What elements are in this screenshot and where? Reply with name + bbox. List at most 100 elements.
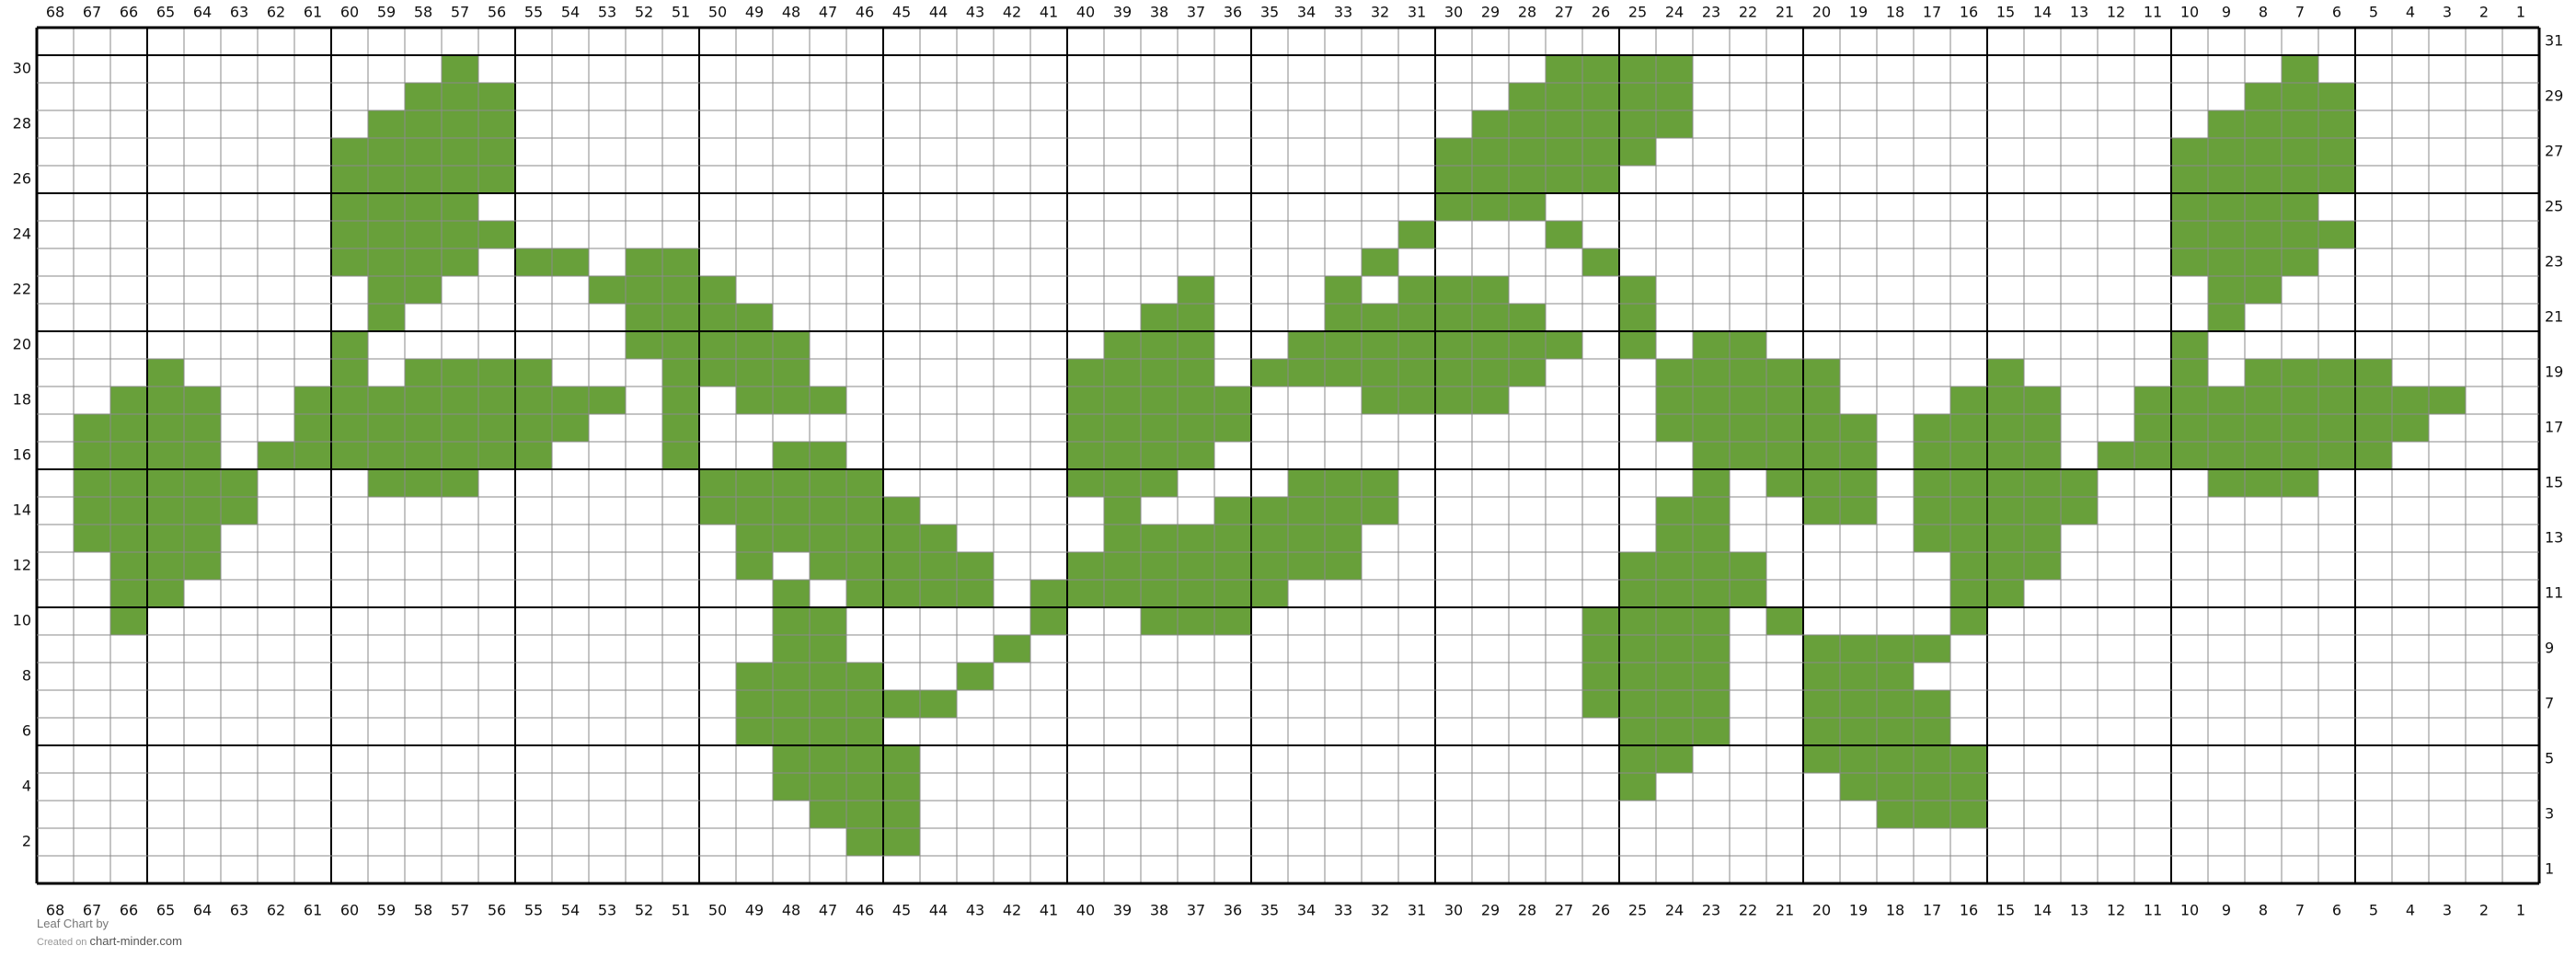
filled-cell — [845, 579, 884, 608]
filled-cell — [220, 468, 259, 498]
column-label-bottom: 2 — [2479, 902, 2489, 919]
row-label-left: 22 — [13, 281, 31, 298]
filled-cell — [146, 551, 185, 581]
column-label-top: 55 — [524, 4, 543, 21]
filled-cell — [2170, 330, 2209, 360]
filled-cell — [1618, 54, 1657, 84]
filled-cell — [1140, 468, 1179, 498]
column-label-bottom: 32 — [1371, 902, 1389, 919]
filled-cell — [1213, 386, 1252, 415]
filled-cell — [109, 606, 148, 636]
filled-cell — [1508, 192, 1547, 222]
filled-cell — [1949, 496, 1988, 525]
column-label-bottom: 51 — [672, 902, 690, 919]
column-label-bottom: 39 — [1113, 902, 1132, 919]
filled-cell — [146, 524, 185, 553]
filled-cell — [1986, 358, 2025, 387]
filled-cell — [1545, 54, 1583, 84]
filled-cell — [1177, 606, 1215, 636]
filled-cell — [1471, 192, 1510, 222]
filled-cell — [1545, 165, 1583, 194]
filled-cell — [1545, 82, 1583, 111]
filled-cell — [330, 192, 369, 222]
filled-cell — [1802, 744, 1841, 774]
filled-cell — [1177, 386, 1215, 415]
column-label-top: 16 — [1960, 4, 1978, 21]
filled-cell — [477, 137, 516, 167]
filled-cell — [1655, 689, 1694, 719]
filled-cell — [2317, 441, 2356, 470]
filled-cell — [146, 468, 185, 498]
row-label-right: 31 — [2545, 32, 2563, 50]
filled-cell — [2023, 413, 2062, 443]
column-label-top: 44 — [929, 4, 948, 21]
filled-cell — [1324, 330, 1363, 360]
filled-cell — [1655, 110, 1694, 139]
filled-cell — [882, 579, 921, 608]
column-label-bottom: 43 — [966, 902, 984, 919]
filled-cell — [2317, 82, 2356, 111]
filled-cell — [1250, 551, 1289, 581]
filled-cell — [2207, 386, 2246, 415]
filled-cell — [1177, 524, 1215, 553]
filled-cell — [1581, 165, 1620, 194]
filled-cell — [2207, 110, 2246, 139]
column-label-bottom: 9 — [2222, 902, 2231, 919]
filled-cell — [735, 303, 774, 332]
filled-cell — [1692, 524, 1731, 553]
filled-cell — [2170, 137, 2209, 167]
column-label-bottom: 11 — [2144, 902, 2162, 919]
filled-cell — [367, 441, 406, 470]
filled-cell — [1434, 192, 1473, 222]
filled-cell — [1103, 468, 1142, 498]
filled-cell — [183, 551, 222, 581]
filled-cell — [1949, 524, 1988, 553]
filled-cell — [293, 386, 332, 415]
column-label-top: 22 — [1739, 4, 1757, 21]
filled-cell — [146, 413, 185, 443]
filled-cell — [441, 137, 479, 167]
filled-cell — [1839, 468, 1878, 498]
filled-cell — [1839, 662, 1878, 691]
filled-cell — [2060, 468, 2099, 498]
column-label-top: 11 — [2144, 4, 2162, 21]
column-label-top: 63 — [230, 4, 248, 21]
filled-cell — [73, 468, 111, 498]
column-label-top: 40 — [1076, 4, 1095, 21]
filled-cell — [1618, 330, 1657, 360]
filled-cell — [2281, 386, 2319, 415]
filled-cell — [514, 248, 553, 277]
filled-cell — [1618, 303, 1657, 332]
filled-cell — [1692, 662, 1731, 691]
column-label-bottom: 44 — [929, 902, 948, 919]
filled-cell — [1213, 524, 1252, 553]
filled-cell — [477, 220, 516, 249]
column-label-bottom: 31 — [1408, 902, 1426, 919]
filled-cell — [772, 524, 811, 553]
filled-cell — [1508, 330, 1547, 360]
filled-cell — [2281, 54, 2319, 84]
column-label-bottom: 21 — [1776, 902, 1794, 919]
filled-cell — [146, 579, 185, 608]
filled-cell — [367, 413, 406, 443]
filled-cell — [1765, 468, 1804, 498]
site-link[interactable]: chart-minder.com — [89, 934, 182, 948]
filled-cell — [2170, 441, 2209, 470]
filled-cell — [2244, 137, 2283, 167]
column-label-top: 17 — [1923, 4, 1941, 21]
filled-cell — [2207, 413, 2246, 443]
column-label-bottom: 60 — [340, 902, 359, 919]
column-label-top: 14 — [2033, 4, 2052, 21]
filled-cell — [2207, 441, 2246, 470]
column-label-top: 52 — [635, 4, 653, 21]
filled-cell — [1471, 386, 1510, 415]
row-label-right: 13 — [2545, 529, 2563, 547]
filled-cell — [661, 441, 700, 470]
filled-cell — [882, 689, 921, 719]
filled-cell — [1287, 496, 1326, 525]
column-label-top: 49 — [745, 4, 764, 21]
column-label-top: 48 — [782, 4, 800, 21]
filled-cell — [1949, 606, 1988, 636]
filled-cell — [1913, 634, 1951, 663]
filled-cell — [1066, 441, 1105, 470]
